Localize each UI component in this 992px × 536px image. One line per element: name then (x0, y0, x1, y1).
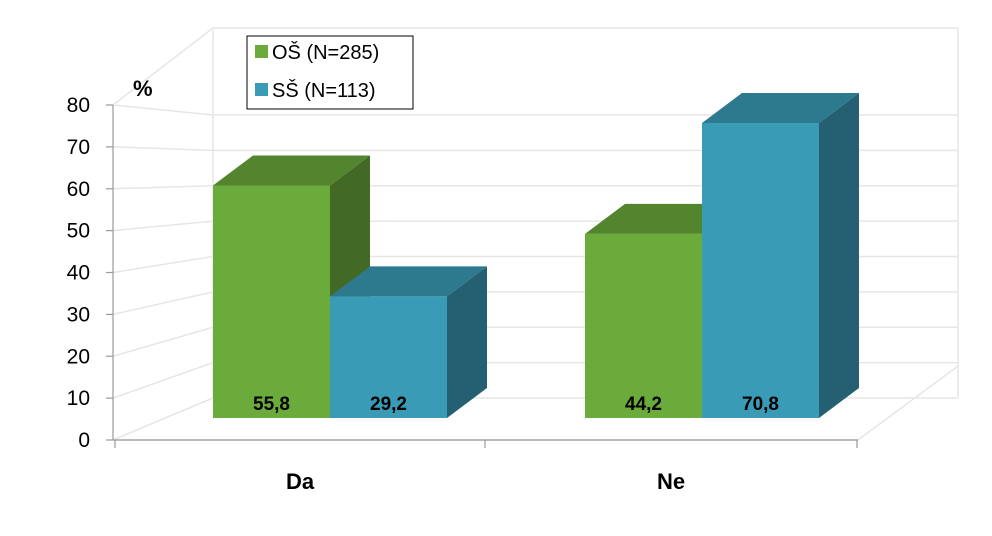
bar-ss-ne (702, 93, 859, 418)
legend-entry: OŠ (N=285) (272, 41, 379, 64)
side-gridline (112, 220, 214, 232)
legend-swatch (255, 45, 268, 58)
y-tick-label: 50 (67, 220, 90, 243)
bar-top-face (330, 266, 487, 297)
side-gridline (112, 326, 214, 357)
y-tick-label: 80 (67, 94, 90, 117)
bar-top-face (213, 155, 370, 186)
side-gridline (112, 291, 214, 316)
legend-swatch (255, 83, 268, 96)
side-wall-top (112, 27, 214, 106)
bar-front-face (585, 233, 702, 418)
legend: OŠ (N=285) SŠ (N=113) (246, 35, 414, 110)
bar-ss-da (330, 266, 487, 418)
side-gridline (112, 185, 214, 190)
side-gridline (112, 104, 214, 116)
side-gridline (112, 255, 214, 274)
y-tick-label: 30 (67, 303, 90, 326)
data-label: 70,8 (742, 394, 779, 415)
y-tick-label: 20 (67, 345, 90, 368)
labels: Da Ne 55,8 29,2 44,2 70,8 (253, 394, 779, 494)
legend-box (246, 35, 414, 110)
category-label: Ne (657, 469, 685, 494)
y-axis-unit-label: % (133, 76, 153, 101)
y-tick-label: 40 (67, 262, 90, 285)
y-tick-label: 70 (67, 136, 90, 159)
data-label: 29,2 (370, 394, 407, 415)
data-label: 55,8 (253, 394, 290, 415)
bar-top-face (702, 93, 859, 123)
legend-entry: SŠ (N=113) (272, 79, 376, 102)
side-gridline (112, 397, 214, 441)
data-label: 44,2 (625, 394, 662, 415)
side-gridline (112, 146, 214, 152)
bar-front-face (330, 296, 447, 418)
side-gridline (112, 361, 214, 399)
y-tick-label: 10 (67, 387, 90, 410)
bar-front-face (213, 185, 330, 418)
category-label: Da (286, 469, 315, 494)
bar-side-face (819, 93, 859, 418)
bar-side-face (447, 266, 487, 418)
y-tick-label: 60 (67, 178, 90, 201)
bars (213, 93, 859, 418)
bar-front-face (702, 123, 819, 418)
floor-right-edge (857, 365, 959, 441)
y-tick-label: 0 (78, 429, 90, 452)
axes: 0 10 20 30 40 50 60 70 80% (67, 76, 858, 452)
